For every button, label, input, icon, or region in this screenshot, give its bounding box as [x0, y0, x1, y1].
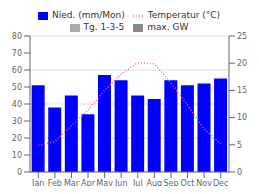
- svg-text:20: 20: [237, 59, 247, 68]
- svg-text:15: 15: [237, 86, 247, 95]
- svg-text:5: 5: [237, 141, 242, 150]
- svg-text:10: 10: [12, 151, 22, 160]
- svg-text:30: 30: [12, 117, 22, 126]
- svg-text:May: May: [96, 179, 113, 186]
- svg-text:50: 50: [12, 83, 22, 92]
- svg-text:60: 60: [12, 66, 22, 75]
- svg-text:Feb: Feb: [48, 179, 62, 186]
- svg-text:Jul: Jul: [132, 179, 143, 186]
- html-text:Temperatur (°C): Temperatur (°C): [147, 10, 221, 20]
- svg-text:Dec: Dec: [213, 179, 228, 186]
- svg-text:40: 40: [12, 100, 22, 109]
- svg-text:Jun: Jun: [114, 179, 128, 186]
- svg-text:80: 80: [12, 32, 22, 41]
- svg-text:Apr: Apr: [81, 179, 96, 186]
- svg-text:Mar: Mar: [64, 179, 80, 186]
- svg-text:0: 0: [17, 168, 22, 177]
- svg-text:20: 20: [12, 134, 22, 143]
- html-text:Nied. (mm/Mon): Nied. (mm/Mon): [51, 10, 125, 20]
- svg-text:0: 0: [237, 168, 242, 177]
- html-text:max. GW: max. GW: [147, 22, 189, 32]
- svg-text:Aug: Aug: [147, 179, 163, 186]
- svg-text:Jan: Jan: [31, 179, 44, 186]
- svg-text:Nov: Nov: [196, 179, 212, 186]
- svg-text:Sep: Sep: [163, 179, 178, 186]
- svg-text:70: 70: [12, 49, 22, 58]
- svg-text:10: 10: [237, 113, 247, 122]
- svg-text:Oct: Oct: [181, 179, 195, 186]
- svg-text:25: 25: [237, 32, 247, 41]
- html-text:Tg. 1-3-5: Tg. 1-3-5: [83, 22, 125, 32]
